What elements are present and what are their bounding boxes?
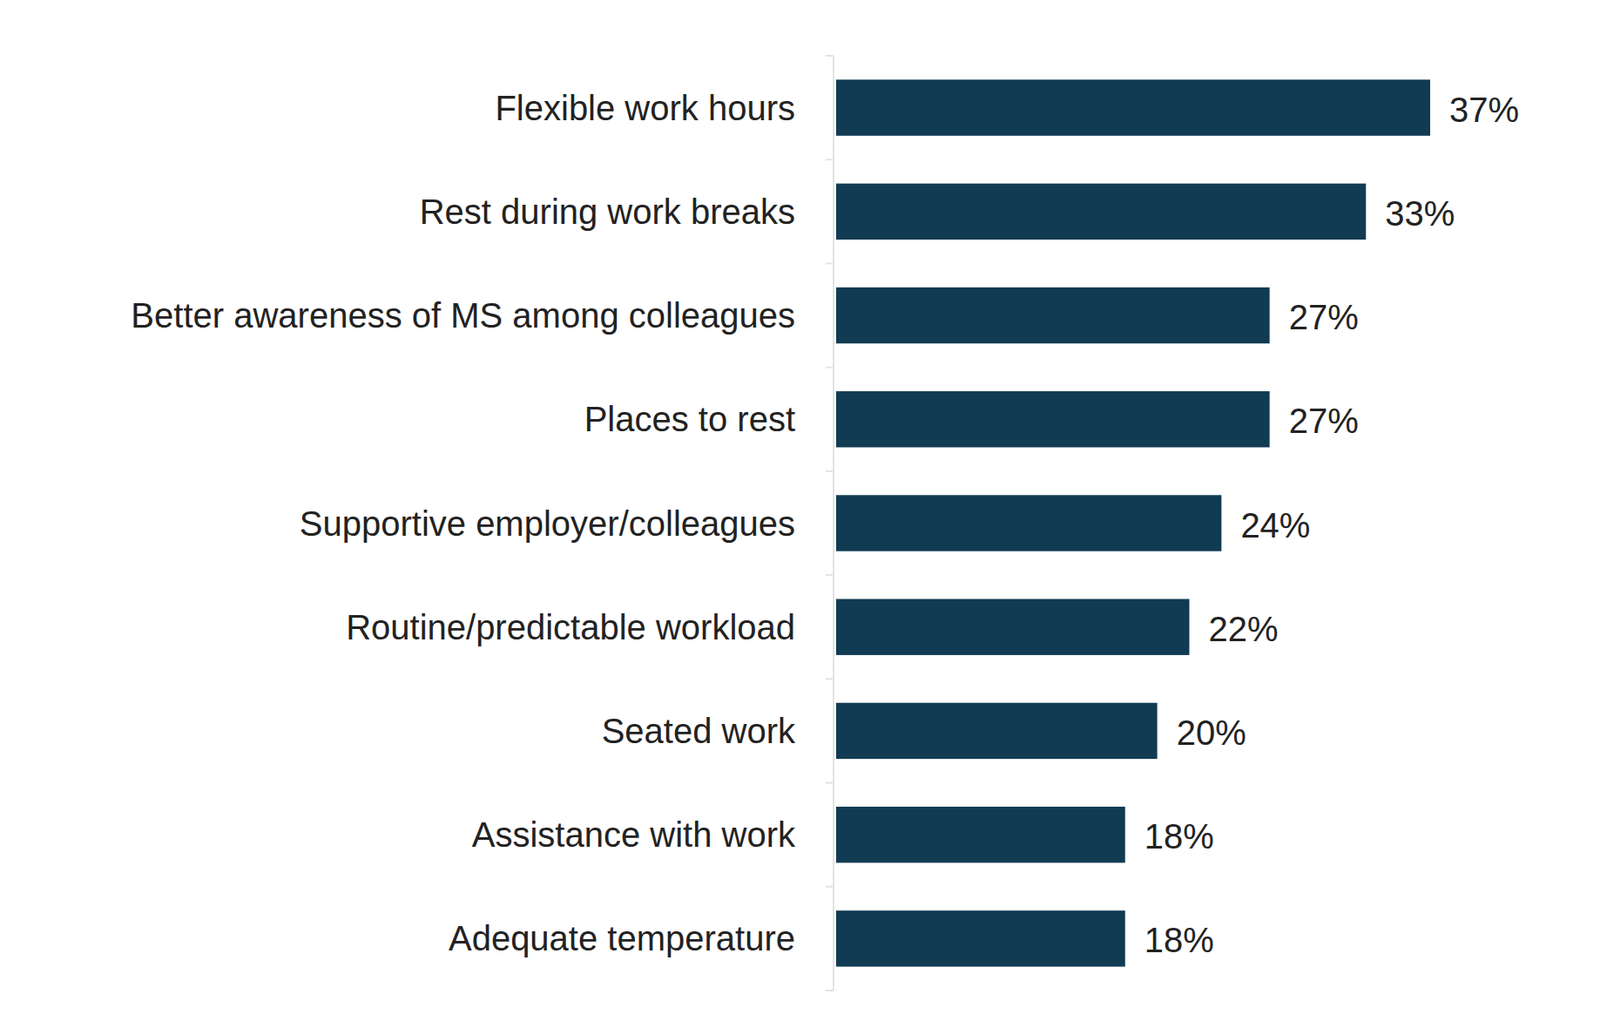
- band-separator: [825, 573, 834, 576]
- band-separator: [825, 366, 834, 369]
- bar: [836, 391, 1270, 447]
- bar: [836, 79, 1431, 136]
- band-separator: [825, 158, 834, 161]
- category-label: Places to rest: [584, 399, 796, 439]
- chart-container: Flexible work hours 37% Rest during work b…: [0, 0, 1600, 1028]
- band-separator: [825, 677, 834, 680]
- category-label: Rest during work breaks: [419, 192, 796, 231]
- data-label: 37%: [1449, 90, 1519, 129]
- data-label: 27%: [1289, 297, 1359, 337]
- bar: [836, 910, 1126, 966]
- category-label: Supportive employer/colleagues: [299, 504, 796, 543]
- data-label: 18%: [1144, 920, 1215, 959]
- bar: [836, 599, 1190, 655]
- band-separator: [825, 782, 834, 784]
- bars: [836, 79, 1431, 966]
- bar: [836, 287, 1270, 344]
- bar: [836, 183, 1366, 240]
- band-separator: [825, 470, 834, 473]
- bar: [836, 806, 1126, 863]
- band-separator: [825, 885, 834, 888]
- data-label: 18%: [1144, 816, 1215, 856]
- category-axis: [825, 55, 834, 991]
- category-label: Seated work: [601, 711, 797, 750]
- category-label: Flexible work hours: [494, 88, 796, 128]
- band-separator: [825, 262, 834, 264]
- data-label: 27%: [1289, 401, 1359, 440]
- data-label: 33%: [1384, 194, 1455, 233]
- axis-line: [832, 55, 835, 991]
- category-label: Adequate temperature: [448, 918, 796, 958]
- band-separator: [825, 989, 834, 992]
- bar: [836, 494, 1222, 551]
- data-label: 22%: [1208, 609, 1279, 649]
- category-label: Routine/predictable workload: [345, 607, 796, 647]
- data-label: 24%: [1240, 506, 1310, 545]
- chart-svg: Flexible work hours 37% Rest during work b…: [0, 0, 1600, 1028]
- band-separator: [825, 54, 834, 57]
- labels: Flexible work hours 37% Rest during work b…: [130, 88, 1519, 960]
- bar: [836, 702, 1158, 759]
- data-label: 20%: [1176, 713, 1247, 752]
- category-label: Assistance with work: [472, 815, 797, 854]
- category-label: Better awareness of MS among colleagues: [130, 296, 796, 335]
